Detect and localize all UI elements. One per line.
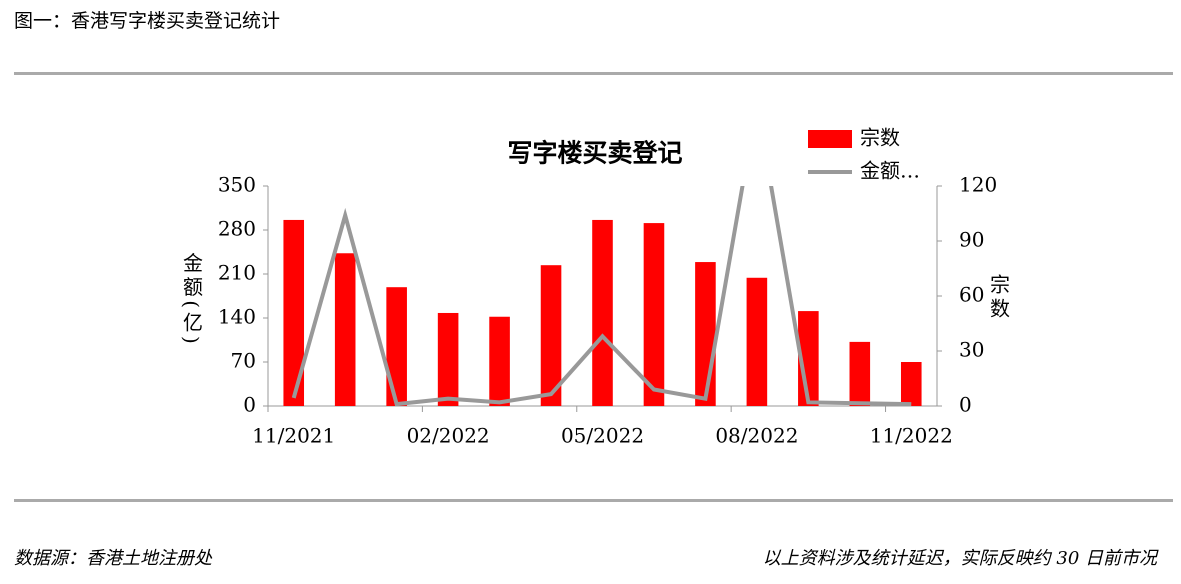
y2-tick-label: 30	[959, 338, 984, 362]
y2-tick-label: 0	[959, 393, 972, 417]
y2-tick-label: 90	[959, 228, 984, 252]
bar	[283, 219, 305, 406]
bar	[334, 253, 356, 406]
bar	[695, 262, 716, 406]
note: 以上资料涉及统计延迟，实际反映约 30 日前市况	[762, 548, 1157, 569]
bar	[643, 223, 665, 406]
y-tick-label: 350	[218, 173, 256, 197]
x-tick-label: 11/2021	[252, 424, 335, 448]
x-tick-label: 05/2022	[561, 424, 644, 448]
x-tick-label: 02/2022	[407, 424, 490, 448]
bar	[592, 219, 613, 406]
rule	[14, 72, 1173, 75]
legend-label: 金额…	[860, 159, 920, 183]
legend-swatch	[808, 130, 852, 148]
y2-axis-title: 宗数	[987, 274, 1011, 322]
rule	[14, 499, 1173, 502]
bar	[489, 316, 510, 406]
y2-tick-label: 60	[959, 283, 984, 307]
legend-label: 宗数	[860, 126, 900, 150]
y-axis-title: 金额(亿)	[180, 252, 204, 348]
plot	[283, 186, 922, 406]
y-tick-label: 0	[243, 393, 256, 417]
bar	[900, 362, 922, 406]
source: 数据源：香港土地注册处	[14, 548, 212, 569]
chart-title: 写字楼买卖登记	[507, 139, 682, 168]
bar	[386, 287, 407, 406]
y-tick-label: 280	[218, 217, 256, 241]
bar	[540, 265, 562, 406]
x-tick-label: 08/2022	[715, 424, 798, 448]
y-tick-label: 140	[218, 305, 256, 329]
line	[291, 186, 912, 406]
page-title: 图一：香港写字楼买卖登记统计	[14, 10, 281, 32]
y2-tick-label: 120	[959, 173, 997, 197]
y-tick-label: 70	[231, 349, 256, 373]
bar	[849, 341, 871, 406]
bar	[746, 277, 768, 406]
y-tick-label: 210	[218, 261, 256, 285]
bar	[437, 312, 459, 406]
x-tick-label: 11/2022	[870, 424, 953, 448]
